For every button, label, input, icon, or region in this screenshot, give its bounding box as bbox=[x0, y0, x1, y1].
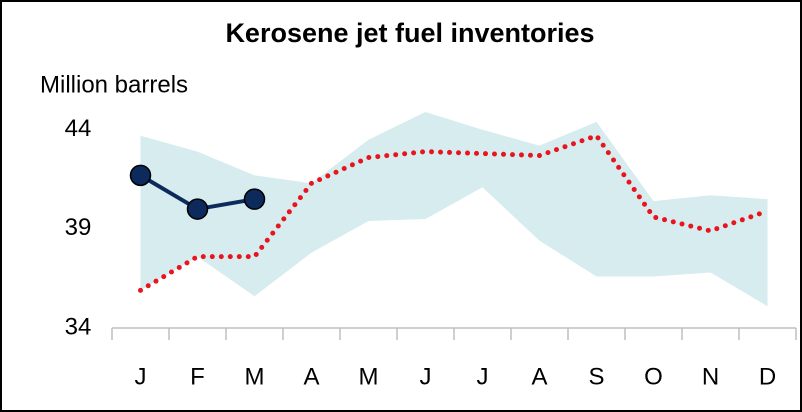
x-tick-label: F bbox=[190, 363, 205, 390]
x-tick-label: O bbox=[644, 363, 663, 390]
x-tick-label: M bbox=[359, 363, 379, 390]
series-line bbox=[138, 133, 770, 293]
x-tick-label: J bbox=[477, 363, 489, 390]
x-tick-label: J bbox=[420, 363, 432, 390]
x-tick-label: D bbox=[759, 363, 776, 390]
y-tick-label: 39 bbox=[65, 214, 92, 241]
x-tick-label: M bbox=[245, 363, 265, 390]
range-band bbox=[140, 111, 768, 307]
point bbox=[243, 188, 266, 210]
x-tick-label: A bbox=[531, 363, 547, 390]
y-axis-label: Million barrels bbox=[40, 71, 188, 98]
y-tick-label: 44 bbox=[65, 115, 92, 142]
x-tick-label: J bbox=[135, 363, 147, 390]
point bbox=[186, 198, 209, 220]
x-tick-label: A bbox=[303, 363, 319, 390]
x-tick-label: S bbox=[588, 363, 604, 390]
chart-title: Kerosene jet fuel inventories bbox=[225, 18, 594, 48]
point bbox=[129, 164, 152, 187]
y-tick-label: 34 bbox=[65, 313, 92, 340]
x-tick-label: N bbox=[702, 363, 719, 390]
